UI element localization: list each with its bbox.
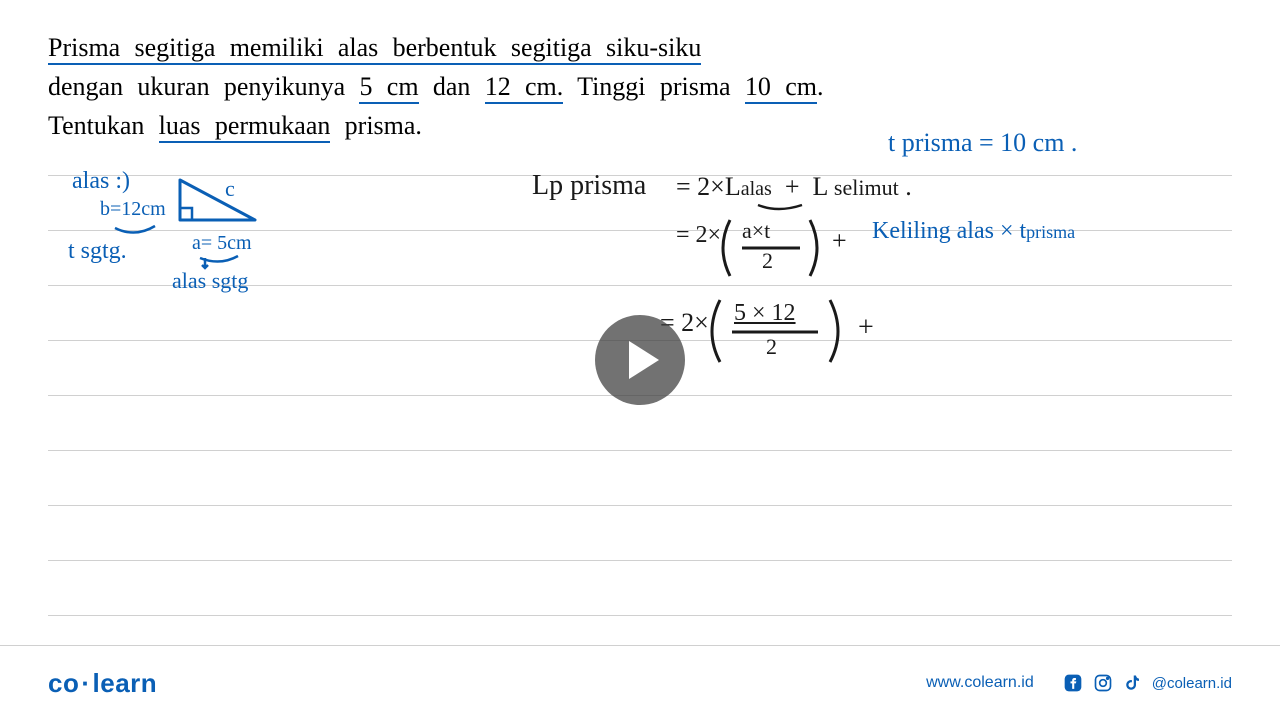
- hw-lp-rhs: = 2×Lalas + L selimut .: [676, 172, 912, 202]
- instagram-icon[interactable]: [1092, 672, 1114, 694]
- hw-keliling: Keliling alas × tprisma: [872, 218, 1075, 245]
- hw-2b: 2: [766, 334, 777, 360]
- facebook-icon[interactable]: [1062, 672, 1084, 694]
- hw-tprisma: t prisma = 10 cm .: [888, 128, 1077, 158]
- play-button[interactable]: [595, 315, 685, 405]
- website-link[interactable]: www.colearn.id: [926, 674, 1034, 692]
- hw-b-label: b=12cm: [100, 198, 166, 221]
- hw-alas-label: alas :): [72, 168, 130, 195]
- footer-right: www.colearn.id @colearn.id: [926, 672, 1232, 694]
- problem-line1: Prisma segitiga memiliki alas berbentuk …: [48, 33, 701, 65]
- logo: co·learn: [48, 668, 157, 699]
- hw-eq2-left: = 2×: [676, 222, 721, 249]
- hw-axt: a×t: [742, 218, 770, 244]
- hw-c-label: c: [225, 176, 235, 202]
- hw-tsgtg: t sgtg.: [68, 238, 127, 265]
- footer: co·learn www.colearn.id @colearn.id: [0, 645, 1280, 720]
- social-handle: @colearn.id: [1152, 675, 1232, 692]
- hw-2a: 2: [762, 248, 773, 274]
- problem-text: Prisma segitiga memiliki alas berbentuk …: [48, 28, 968, 145]
- hw-lp-lhs: Lp prisma: [532, 170, 646, 202]
- hw-alas-sgtg: alas sgtg: [172, 268, 248, 294]
- hw-5x12: 5 × 12: [734, 300, 796, 327]
- hw-plus1: +: [832, 226, 847, 256]
- hw-plus2: +: [858, 312, 874, 344]
- tiktok-icon[interactable]: [1122, 672, 1144, 694]
- hw-a-label: a= 5cm: [192, 232, 252, 255]
- social-links: @colearn.id: [1062, 672, 1232, 694]
